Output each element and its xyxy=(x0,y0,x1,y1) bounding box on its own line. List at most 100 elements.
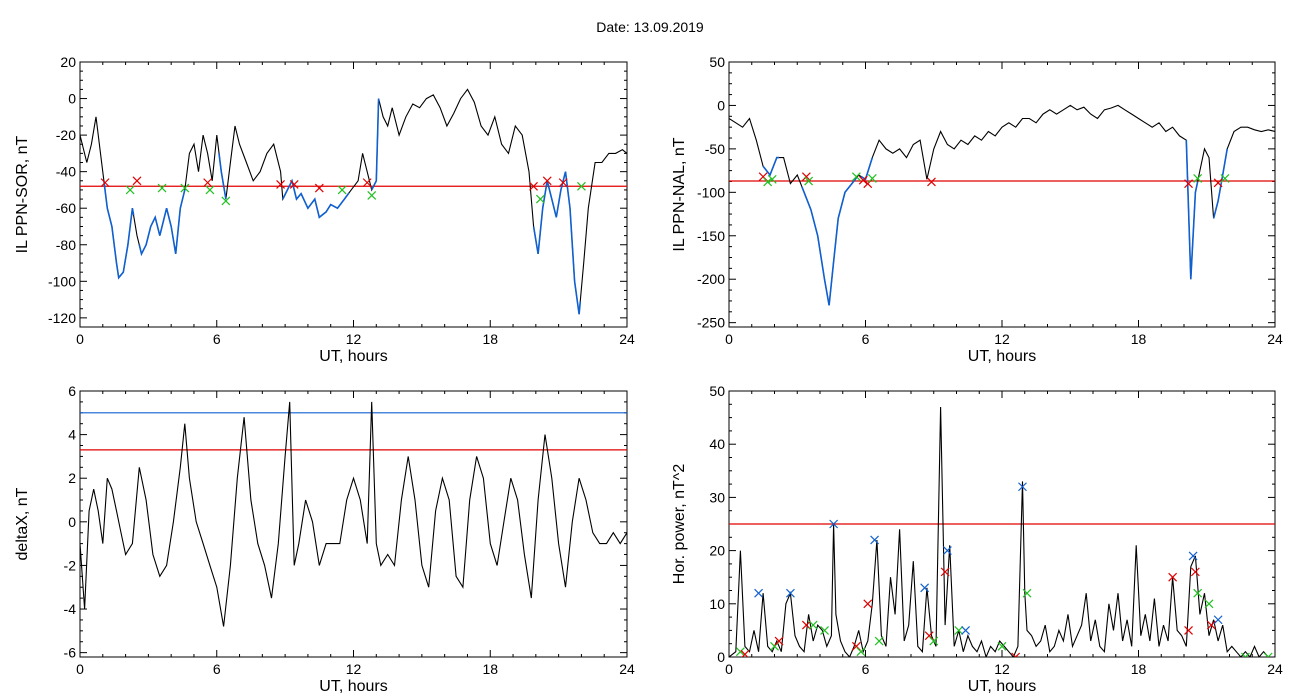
marker-blue xyxy=(942,546,952,556)
y-tick-label: 10 xyxy=(709,596,725,612)
marker-red xyxy=(276,180,285,189)
marker-green xyxy=(874,636,884,646)
x-tick-label: 0 xyxy=(725,331,733,347)
y-tick-label: 2 xyxy=(68,470,76,486)
x-tick-label: 18 xyxy=(482,331,498,347)
x-tick-label: 6 xyxy=(213,661,221,677)
x-tick-label: 18 xyxy=(1131,331,1147,347)
y-axis-label: IL PPN-NAL, nT xyxy=(671,137,688,251)
marker-blue xyxy=(1213,615,1223,625)
x-tick-label: 24 xyxy=(619,331,635,347)
y-tick-label: -100 xyxy=(48,273,76,289)
y-axis-label: deltaX, nT xyxy=(14,487,31,560)
highlight-segment xyxy=(762,156,779,177)
marker-green xyxy=(1263,652,1273,657)
y-tick-label: -60 xyxy=(56,200,76,216)
y-tick-label: 50 xyxy=(709,383,725,399)
marker-green xyxy=(535,194,545,204)
y-tick-label: 0 xyxy=(717,649,725,665)
marker-red xyxy=(1184,625,1193,635)
marker-green xyxy=(221,196,231,206)
x-axis-label: UT, hours xyxy=(319,348,387,365)
highlight-segment xyxy=(801,177,858,306)
marker-green xyxy=(804,176,814,186)
chart-header: Date: 13.09.2019 xyxy=(0,19,1300,35)
x-tick-label: 12 xyxy=(346,661,362,677)
date-label: Date: xyxy=(596,19,630,35)
marker-red xyxy=(314,183,324,193)
marker-red xyxy=(1168,572,1178,582)
marker-red xyxy=(529,181,538,191)
series-line xyxy=(80,401,627,627)
marker-green xyxy=(767,174,777,184)
marker-red xyxy=(132,176,142,186)
marker-red xyxy=(1206,620,1216,630)
marker-green xyxy=(367,190,377,200)
highlight-segment xyxy=(370,98,380,191)
marker-red xyxy=(1011,652,1021,657)
marker-green xyxy=(576,181,586,191)
x-tick-label: 12 xyxy=(994,331,1010,347)
plot-area xyxy=(729,104,1275,306)
y-tick-label: -40 xyxy=(56,164,76,180)
marker-green xyxy=(820,625,829,635)
y-tick-label: -4 xyxy=(64,601,77,617)
x-tick-label: 6 xyxy=(862,331,870,347)
x-axis-label: UT, hours xyxy=(319,678,387,695)
x-tick-label: 24 xyxy=(1267,661,1283,677)
marker-green xyxy=(954,625,964,635)
y-tick-label: 0 xyxy=(68,514,76,530)
x-tick-label: 6 xyxy=(862,661,870,677)
highlight-segment xyxy=(218,153,227,200)
y-tick-label: 0 xyxy=(717,97,725,113)
marker-green xyxy=(808,620,818,630)
marker-blue xyxy=(786,588,795,598)
y-tick-label: -100 xyxy=(697,184,725,200)
x-tick-label: 12 xyxy=(346,331,362,347)
marker-blue xyxy=(961,625,971,635)
x-tick-label: 24 xyxy=(1267,331,1283,347)
highlight-segment xyxy=(282,178,350,219)
marker-blue xyxy=(920,583,930,593)
date-value: 13.09.2019 xyxy=(633,19,704,35)
marker-blue xyxy=(829,519,839,529)
x-tick-label: 0 xyxy=(76,331,84,347)
y-axis-label: IL PPN-SOR, nT xyxy=(14,135,31,253)
marker-red xyxy=(542,176,552,186)
plot-frame xyxy=(79,390,628,658)
y-tick-label: -150 xyxy=(697,228,725,244)
x-tick-label: 6 xyxy=(213,331,221,347)
x-tick-label: 18 xyxy=(1131,661,1147,677)
y-tick-label: 20 xyxy=(709,543,725,559)
x-tick-label: 18 xyxy=(482,661,498,677)
marker-red xyxy=(1190,567,1200,577)
marker-blue xyxy=(1188,551,1198,561)
chart-panel-4: 0 6 12 18 24 0 10 20 30 40 50 UT, hours Hor. power, … xyxy=(671,383,1283,695)
marker-red xyxy=(740,649,750,657)
y-tick-label: 30 xyxy=(709,489,725,505)
marker-green xyxy=(851,172,861,182)
y-tick-label: -200 xyxy=(697,271,725,287)
marker-green xyxy=(337,185,347,195)
x-tick-label: 0 xyxy=(725,661,733,677)
marker-blue xyxy=(1018,482,1027,492)
marker-green xyxy=(180,183,190,193)
x-tick-label: 0 xyxy=(76,661,84,677)
highlight-segment xyxy=(532,171,582,315)
marker-red xyxy=(801,620,811,630)
marker-red xyxy=(203,178,213,188)
marker-green xyxy=(1220,174,1230,183)
x-axis-label: UT, hours xyxy=(968,678,1036,695)
marker-green xyxy=(763,177,773,187)
marker-green xyxy=(856,647,866,657)
marker-red xyxy=(558,178,568,188)
highlight-segment xyxy=(1212,148,1228,219)
y-tick-label: 40 xyxy=(709,436,725,452)
plot-frame xyxy=(728,61,1276,328)
series-line xyxy=(729,104,1275,306)
y-tick-label: -120 xyxy=(48,310,76,326)
marker-green xyxy=(1241,652,1250,657)
marker-red xyxy=(1213,178,1223,188)
